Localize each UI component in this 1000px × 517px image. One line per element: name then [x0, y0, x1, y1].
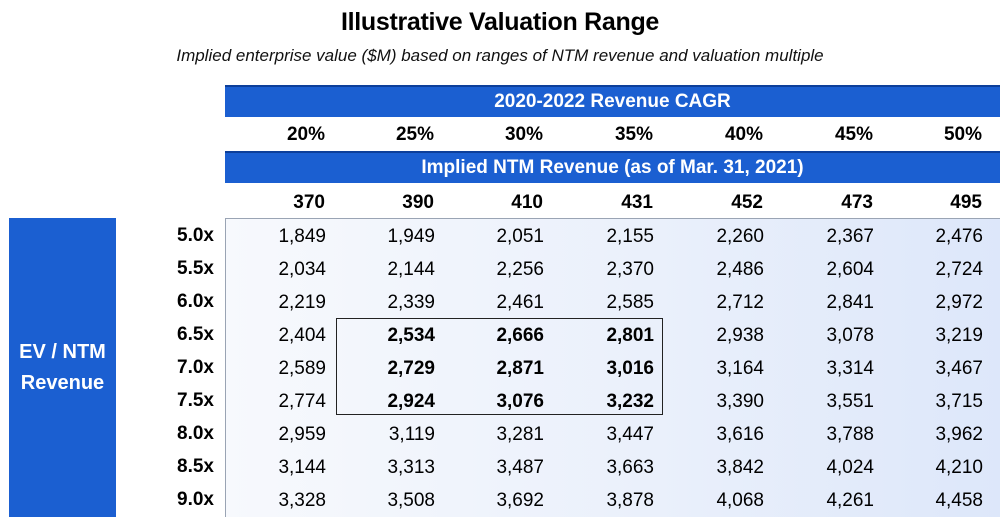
- table-cell: 2,801: [606, 325, 654, 346]
- multiple-label: 7.0x: [177, 357, 214, 378]
- cagr-header-row: 20% 25% 30% 35% 40% 45% 50%: [225, 118, 1000, 150]
- table-cell: 2,972: [935, 292, 983, 313]
- table-cell: 2,476: [935, 226, 983, 247]
- side-label: EV / NTM Revenue: [9, 218, 116, 517]
- table-cell: 4,024: [826, 457, 874, 478]
- table-cell: 2,938: [716, 325, 764, 346]
- table-cell: 3,281: [496, 424, 544, 445]
- table-cell: 4,068: [716, 490, 764, 511]
- table-cell: 2,461: [496, 292, 544, 313]
- table-cell: 3,314: [826, 358, 874, 379]
- table-cell: 2,534: [387, 325, 435, 346]
- table-cell: 3,078: [826, 325, 874, 346]
- cagr-value-6: 50%: [943, 124, 982, 145]
- table-cell: 2,219: [278, 292, 326, 313]
- table-cell: 4,458: [935, 490, 983, 511]
- table-cell: 2,666: [496, 325, 544, 346]
- table-cell: 3,164: [716, 358, 764, 379]
- cagr-value-2: 30%: [504, 124, 543, 145]
- table-cell: 2,339: [387, 292, 435, 313]
- table-cell: 3,715: [935, 391, 983, 412]
- ntm-revenue-value-4: 452: [731, 192, 763, 213]
- table-cell: 4,261: [826, 490, 874, 511]
- table-cell: 2,404: [278, 325, 326, 346]
- table-cell: 3,878: [606, 490, 654, 511]
- table-cell: 3,144: [278, 457, 326, 478]
- table-cell: 2,774: [278, 391, 326, 412]
- table-cell: 3,962: [935, 424, 983, 445]
- cagr-value-4: 40%: [724, 124, 763, 145]
- table-cell: 2,724: [935, 259, 983, 280]
- cagr-value-5: 45%: [834, 124, 873, 145]
- multiple-label: 6.0x: [177, 291, 214, 312]
- ntm-banner: Implied NTM Revenue (as of Mar. 31, 2021…: [225, 151, 1000, 183]
- ntm-revenue-value-2: 410: [511, 192, 543, 213]
- table-cell: 3,076: [496, 391, 544, 412]
- multiple-label: 9.0x: [177, 489, 214, 510]
- ntm-revenue-value-3: 431: [621, 192, 653, 213]
- side-label-line2: Revenue: [20, 371, 105, 394]
- table-cell: 3,842: [716, 457, 764, 478]
- multiple-label: 5.0x: [177, 225, 214, 246]
- table-cell: 3,508: [387, 490, 435, 511]
- table-cell: 2,034: [278, 259, 326, 280]
- table-cell: 3,616: [716, 424, 764, 445]
- table-cell: 3,219: [935, 325, 983, 346]
- cagr-value-3: 35%: [614, 124, 653, 145]
- table-cell: 3,390: [716, 391, 764, 412]
- multiple-label: 6.5x: [177, 324, 214, 345]
- ntm-revenue-value-6: 495: [950, 192, 982, 213]
- table-cell: 2,051: [496, 226, 544, 247]
- page-title: Illustrative Valuation Range: [340, 8, 660, 36]
- table-cell: 2,871: [496, 358, 544, 379]
- table-cell: 2,604: [826, 259, 874, 280]
- multiple-label: 8.5x: [177, 456, 214, 477]
- multiple-label: 8.0x: [177, 423, 214, 444]
- table-cell: 3,447: [606, 424, 654, 445]
- ntm-revenue-value-5: 473: [841, 192, 873, 213]
- table-cell: 2,370: [606, 259, 654, 280]
- table-cell: 4,210: [935, 457, 983, 478]
- table-cell: 2,841: [826, 292, 874, 313]
- table-cell: 3,328: [278, 490, 326, 511]
- table-cell: 3,487: [496, 457, 544, 478]
- side-label-line1: EV / NTM: [19, 340, 106, 363]
- cagr-value-0: 20%: [286, 124, 325, 145]
- table-cell: 3,663: [606, 457, 654, 478]
- table-cell: 3,467: [935, 358, 983, 379]
- table-cell: 3,551: [826, 391, 874, 412]
- table-cell: 2,144: [387, 259, 435, 280]
- table-cell: 3,692: [496, 490, 544, 511]
- ntm-header-row: 370 390 410 431 452 473 495: [225, 186, 1000, 218]
- table-cell: 3,232: [606, 391, 654, 412]
- table-cell: 2,367: [826, 226, 874, 247]
- cagr-banner: 2020-2022 Revenue CAGR: [225, 85, 1000, 117]
- page-subtitle: Implied enterprise value ($M) based on r…: [176, 46, 824, 65]
- table-cell: 2,585: [606, 292, 654, 313]
- table-cell: 2,155: [606, 226, 654, 247]
- table-cell: 3,788: [826, 424, 874, 445]
- table-cell: 1,949: [387, 226, 435, 247]
- table-cell: 1,849: [278, 226, 326, 247]
- ntm-revenue-value-1: 390: [402, 192, 434, 213]
- multiple-label: 7.5x: [177, 390, 214, 411]
- table-cell: 3,313: [387, 457, 435, 478]
- multiple-label: 5.5x: [177, 258, 214, 279]
- table-cell: 2,260: [716, 226, 764, 247]
- ntm-revenue-value-0: 370: [293, 192, 325, 213]
- table-cell: 3,119: [388, 424, 435, 445]
- table-cell: 2,729: [387, 358, 435, 379]
- table-cell: 3,016: [606, 358, 654, 379]
- table-cell: 2,959: [278, 424, 326, 445]
- table-cell: 2,256: [496, 259, 544, 280]
- table-cell: 2,589: [278, 358, 326, 379]
- cagr-value-1: 25%: [395, 124, 434, 145]
- valuation-grid: 1,849 1,949 2,051 2,155 2,260 2,367 2,476 2,034…: [225, 218, 1000, 517]
- table-cell: 2,924: [387, 391, 435, 412]
- table-cell: 2,712: [716, 292, 764, 313]
- table-cell: 2,486: [716, 259, 764, 280]
